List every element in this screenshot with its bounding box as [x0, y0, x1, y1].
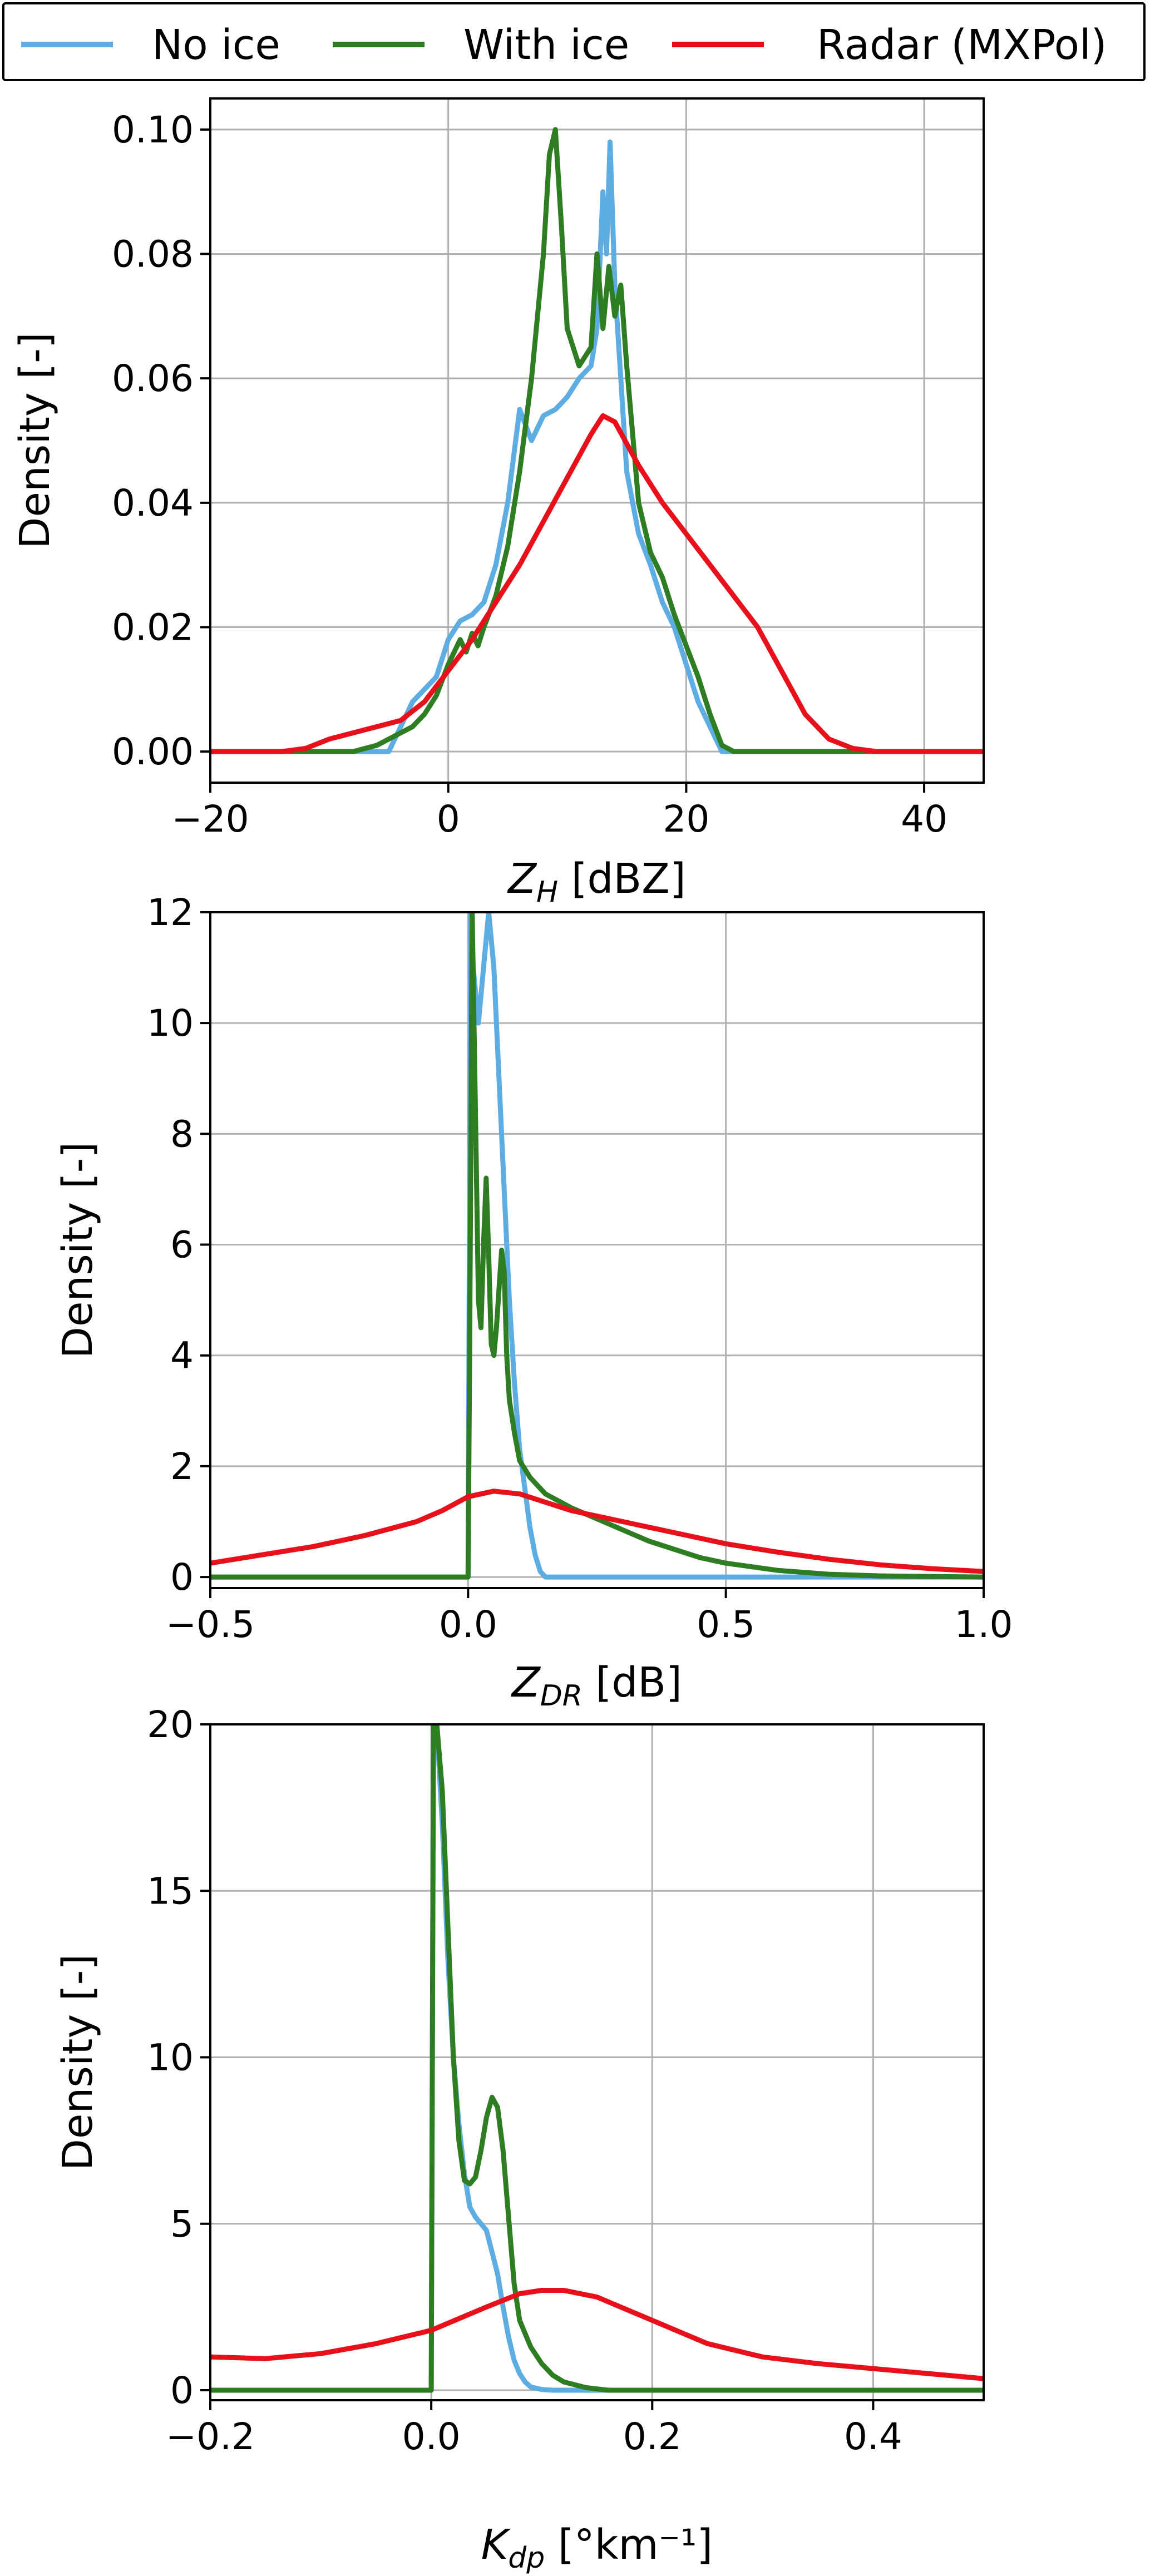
y-tick-label: 20: [147, 1703, 194, 1746]
y-axis-label: Density [-]: [54, 1142, 102, 1358]
x-tick-label: −0.2: [166, 2415, 255, 2458]
x-tick-label: −20: [171, 798, 249, 840]
plot-frame: [209, 1723, 985, 2401]
x-axis-label: ZH [dBZ]: [507, 855, 686, 909]
chart-1: −20 0 20 40 0.00 0.02 0.04 0.06 0.08 0.10 ZH [dBZ]…: [11, 97, 985, 909]
y-tick-label: 0.02: [112, 606, 194, 649]
x-tick-label: 0.2: [623, 2415, 682, 2458]
y-tick-label: 10: [147, 1002, 194, 1045]
x-tick-label: 0.0: [439, 1603, 497, 1646]
x-tick-label: 1.0: [955, 1603, 1013, 1646]
x-tick-label: 40: [901, 798, 947, 840]
x-tick-label: 0.0: [402, 2415, 461, 2458]
chart-3: −0.2 0.0 0.2 0.4 0 5 10 15 20 Kdp [°km⁻¹] Density …: [54, 1703, 985, 2575]
y-tick-label: 0.04: [112, 482, 194, 525]
x-tick-label: −0.5: [166, 1603, 255, 1646]
plot-frame: [209, 97, 985, 784]
y-tick-label: 12: [147, 891, 194, 934]
legend-line-with-ice: [333, 42, 425, 47]
x-tick-label: 0.4: [844, 2415, 902, 2458]
legend: No ice With ice Radar (MXPol): [2, 2, 1146, 81]
legend-label-with-ice: With ice: [463, 21, 630, 69]
y-tick-label: 0: [170, 1556, 194, 1599]
y-tick-label: 0: [170, 2369, 194, 2412]
plot-frame: [209, 911, 985, 1589]
y-tick-label: 15: [147, 1870, 194, 1912]
y-tick-label: 4: [170, 1334, 194, 1377]
legend-label-radar: Radar (MXPol): [817, 21, 1107, 69]
y-tick-label: 8: [170, 1113, 194, 1155]
series-line-with-ice: [210, 1724, 984, 2393]
chart-2: −0.5 0.0 0.5 1.0 0 2 4 6 8 10 12 ZDR [dB] Density [-…: [54, 891, 1013, 1713]
series-line-radar-mxpol: [210, 2288, 984, 2381]
series-line-radar-mxpol: [210, 1489, 984, 1574]
legend-line-radar: [672, 42, 764, 47]
y-tick-label: 10: [147, 2036, 194, 2079]
y-tick-label: 6: [170, 1224, 194, 1267]
series-line-no-ice: [210, 139, 984, 754]
y-tick-label: 0.08: [112, 233, 194, 276]
y-axis-label: Density [-]: [54, 1954, 102, 2170]
y-tick-label: 5: [170, 2203, 194, 2246]
series-line-with-ice: [210, 912, 984, 1580]
x-axis-label: Kdp [°km⁻¹]: [481, 2521, 713, 2575]
x-axis-label: ZDR [dB]: [511, 1659, 682, 1713]
legend-label-no-ice: No ice: [152, 21, 280, 69]
y-tick-label: 2: [170, 1445, 194, 1488]
y-tick-label: 0.00: [112, 730, 194, 773]
series-line-with-ice: [210, 127, 984, 754]
series-line-radar-mxpol: [210, 413, 984, 754]
y-tick-label: 0.06: [112, 357, 194, 400]
x-tick-label: 20: [663, 798, 709, 840]
x-tick-label: 0: [437, 798, 460, 840]
x-tick-label: 0.5: [697, 1603, 755, 1646]
legend-line-no-ice: [21, 42, 113, 47]
y-axis-label: Density [-]: [11, 332, 59, 548]
y-tick-label: 0.10: [112, 108, 194, 151]
